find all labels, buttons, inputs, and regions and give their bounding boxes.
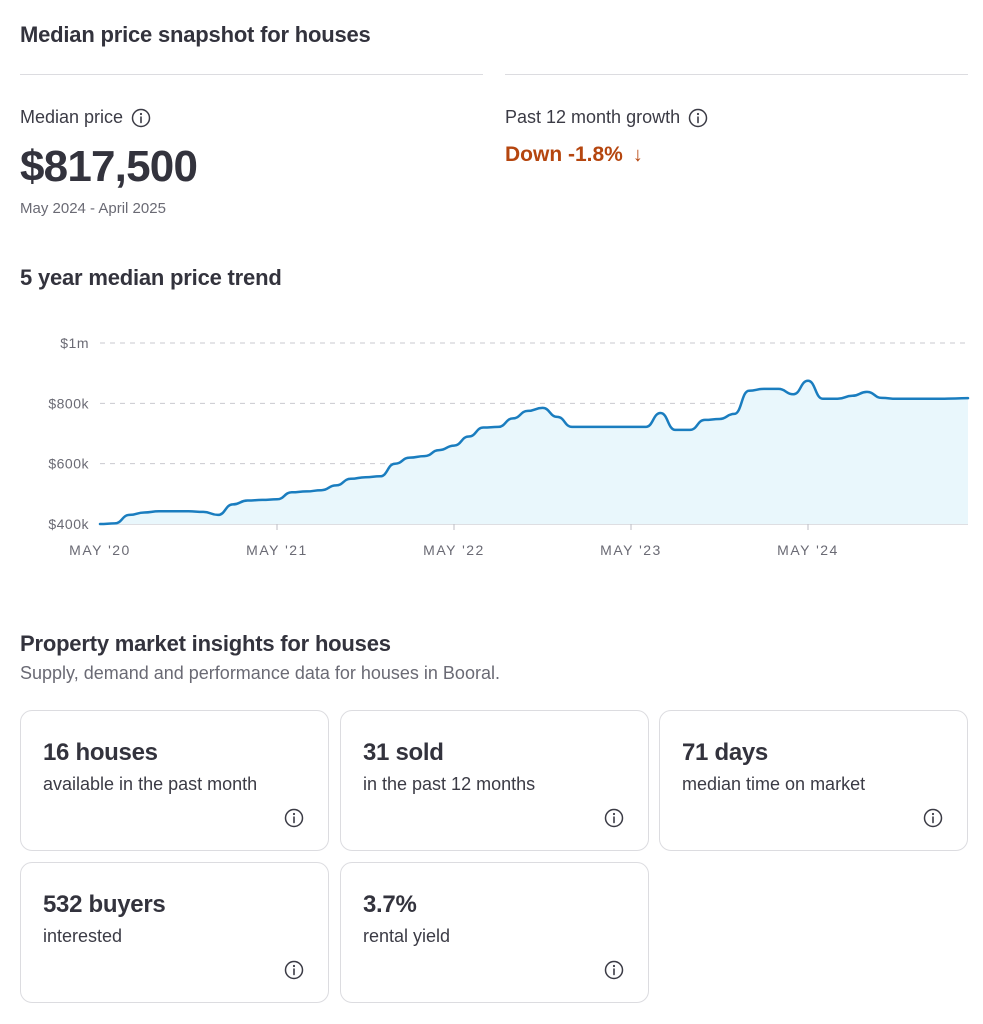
- card-value: 532 buyers: [43, 891, 166, 918]
- insights-title: Property market insights for houses: [20, 631, 391, 656]
- y-tick-label: $1m: [60, 335, 89, 351]
- chart-y-axis: $1m $800k $600k $400k: [48, 335, 89, 532]
- chart-series-line: [98, 379, 970, 526]
- insight-card-days: 71 days median time on market: [659, 710, 968, 851]
- y-tick-label: $600k: [48, 456, 89, 472]
- info-icon[interactable]: [923, 808, 943, 828]
- growth-value: Down -1.8% ↓: [505, 143, 643, 167]
- info-icon[interactable]: [284, 808, 304, 828]
- price-trend-chart: $1m $800k $600k $400k MAY '20 MAY '21 MAY '22…: [48, 335, 970, 558]
- x-tick-label: MAY '23: [600, 542, 662, 558]
- insights-subtitle: Supply, demand and performance data for …: [20, 663, 500, 683]
- x-tick-label: MAY '20: [69, 542, 131, 558]
- x-tick-label: MAY '21: [246, 542, 308, 558]
- card-description: available in the past month: [43, 774, 258, 794]
- insight-card-available: 16 houses available in the past month: [20, 710, 329, 851]
- median-price-label: Median price: [20, 107, 124, 127]
- card-description: rental yield: [363, 926, 451, 946]
- x-tick-label: MAY '24: [777, 542, 839, 558]
- y-tick-label: $400k: [48, 516, 89, 532]
- insight-card-sold: 31 sold in the past 12 months: [340, 710, 649, 851]
- info-icon[interactable]: [604, 808, 624, 828]
- chart-x-axis: MAY '20 MAY '21 MAY '22 MAY '23 MAY '24: [69, 524, 839, 558]
- card-value: 16 houses: [43, 739, 158, 766]
- growth-label: Past 12 month growth: [505, 107, 681, 127]
- median-price-period: May 2024 - April 2025: [20, 200, 166, 217]
- arrow-down-icon: ↓: [632, 143, 643, 166]
- card-description: in the past 12 months: [363, 774, 536, 794]
- median-price-value: $817,500: [20, 142, 198, 191]
- insight-card-yield: 3.7% rental yield: [340, 862, 649, 1003]
- x-tick-label: MAY '22: [423, 542, 485, 558]
- card-value: 71 days: [682, 739, 768, 766]
- info-icon[interactable]: [131, 108, 151, 128]
- growth-value-text: Down -1.8%: [505, 143, 623, 166]
- info-icon[interactable]: [284, 960, 304, 980]
- card-value: 3.7%: [363, 891, 417, 918]
- card-description: median time on market: [682, 774, 866, 794]
- divider: [20, 74, 483, 75]
- growth-label-group: Past 12 month growth: [505, 107, 708, 128]
- snapshot-title: Median price snapshot for houses: [20, 22, 371, 47]
- insight-card-buyers: 532 buyers interested: [20, 862, 329, 1003]
- trend-title: 5 year median price trend: [20, 265, 282, 290]
- info-icon[interactable]: [688, 108, 708, 128]
- y-tick-label: $800k: [48, 395, 89, 411]
- median-price-label-group: Median price: [20, 107, 151, 128]
- card-value: 31 sold: [363, 739, 444, 766]
- divider: [505, 74, 968, 75]
- info-icon[interactable]: [604, 960, 624, 980]
- card-description: interested: [43, 926, 123, 946]
- chart-area-fill: [100, 380, 968, 524]
